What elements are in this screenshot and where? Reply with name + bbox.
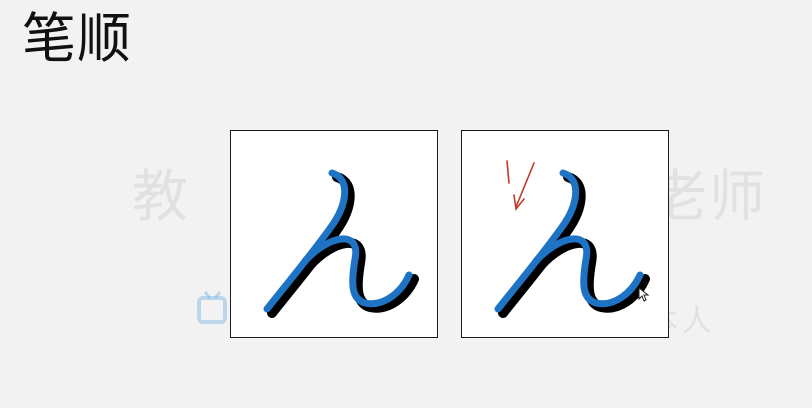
watermark-text-right: 老师 xyxy=(651,165,767,230)
stroke-sample-glyph xyxy=(263,169,419,318)
stroke-sample-panel xyxy=(230,130,438,338)
watermark-text-left: 教 xyxy=(132,165,194,230)
stroke-order-panel xyxy=(461,130,669,338)
stroke-order-glyph xyxy=(494,160,650,318)
mouse-cursor-icon xyxy=(638,286,650,302)
stroke-direction-arrow-icon xyxy=(506,160,535,211)
watermark-logo-icon xyxy=(196,290,230,330)
page-title: 笔顺 xyxy=(22,7,132,70)
